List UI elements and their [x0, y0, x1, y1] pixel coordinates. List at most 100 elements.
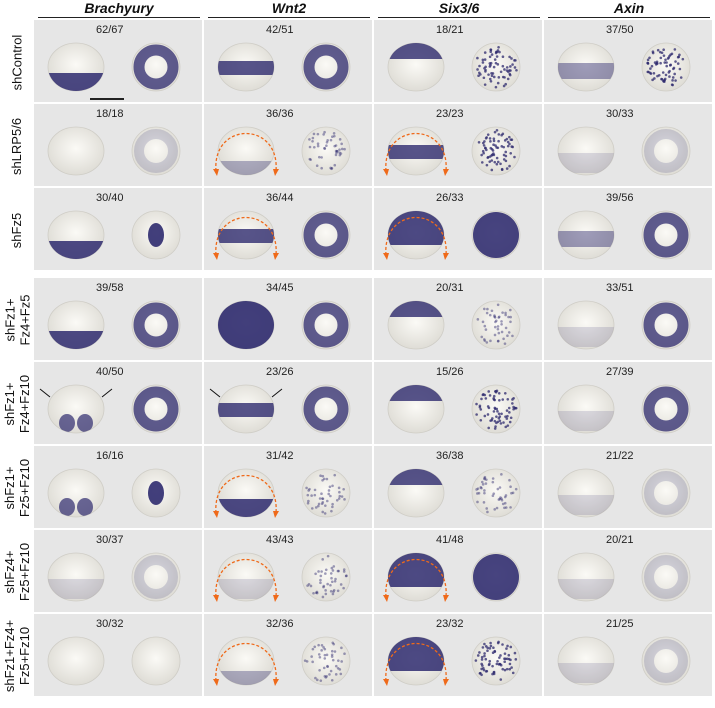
column-header-rule	[208, 17, 370, 18]
vegetal-embryo	[131, 636, 181, 686]
image-cell: 34/45	[204, 278, 372, 360]
lateral-embryo	[557, 300, 615, 350]
lateral-embryo	[387, 468, 445, 518]
column-header-rule	[38, 17, 200, 18]
image-cell: 42/51	[204, 20, 372, 102]
count-label: 26/33	[436, 192, 464, 204]
lateral-embryo	[557, 468, 615, 518]
embryo-images	[213, 636, 351, 686]
count-label: 39/58	[96, 282, 124, 294]
embryo-images	[557, 552, 691, 602]
count-label: 23/23	[436, 108, 464, 120]
column-header-rule	[548, 17, 710, 18]
count-label: 23/32	[436, 618, 464, 630]
embryo-images	[383, 126, 521, 176]
image-cell: 23/26	[204, 362, 372, 444]
lateral-embryo	[557, 126, 615, 176]
image-cell: 27/39	[544, 362, 712, 444]
count-label: 23/26	[266, 366, 294, 378]
embryo-images	[217, 300, 351, 350]
vegetal-embryo	[301, 468, 351, 518]
count-label: 30/32	[96, 618, 124, 630]
orange-arrow-annotation	[213, 133, 279, 176]
vegetal-embryo	[641, 126, 691, 176]
embryo-images	[47, 126, 181, 176]
image-cell: 21/25	[544, 614, 712, 696]
count-label: 34/45	[266, 282, 294, 294]
lateral-embryo	[47, 636, 105, 686]
embryo-images	[383, 552, 521, 602]
count-label: 36/44	[266, 192, 294, 204]
embryo-images	[387, 468, 521, 518]
column-header-label: Brachyury	[84, 0, 154, 16]
lateral-embryo	[47, 210, 105, 260]
image-cell: 32/36	[204, 614, 372, 696]
count-label: 32/36	[266, 618, 294, 630]
embryo-images	[47, 636, 181, 686]
embryo-images	[387, 42, 521, 92]
column-header-label: Axin	[613, 0, 645, 16]
vegetal-embryo	[471, 468, 521, 518]
image-cell: 23/32	[374, 614, 542, 696]
count-label: 27/39	[606, 366, 634, 378]
embryo-images	[213, 468, 351, 518]
vegetal-embryo	[301, 210, 351, 260]
lateral-embryo	[217, 210, 275, 260]
embryo-images	[213, 210, 351, 260]
vegetal-embryo	[471, 636, 521, 686]
count-label: 15/26	[436, 366, 464, 378]
image-cell: 30/33	[544, 104, 712, 186]
lateral-embryo	[217, 468, 275, 518]
lateral-embryo	[557, 42, 615, 92]
vegetal-embryo	[641, 300, 691, 350]
embryo-images	[217, 42, 351, 92]
row-label-5: shFz1+ Fz5+Fz10	[0, 446, 34, 530]
count-label: 30/33	[606, 108, 634, 120]
image-cell: 41/48	[374, 530, 542, 612]
embryo-images	[47, 552, 181, 602]
image-cell: 36/38	[374, 446, 542, 528]
embryo-images	[213, 552, 351, 602]
vegetal-embryo	[131, 384, 181, 434]
count-label: 39/56	[606, 192, 634, 204]
lateral-embryo	[387, 300, 445, 350]
embryo-images	[557, 384, 691, 434]
image-cell: 15/26	[374, 362, 542, 444]
column-header-label: Six3/6	[438, 0, 480, 16]
orange-arrow-annotation	[383, 217, 449, 260]
count-label: 20/31	[436, 282, 464, 294]
embryo-images	[47, 300, 181, 350]
count-label: 30/37	[96, 534, 124, 546]
lateral-embryo	[387, 210, 445, 260]
image-cell: 30/32	[34, 614, 202, 696]
count-label: 16/16	[96, 450, 124, 462]
vegetal-embryo	[471, 210, 521, 260]
image-cell: 62/67	[34, 20, 202, 102]
column-header-1: Wnt2	[204, 0, 374, 18]
embryo-images	[557, 636, 691, 686]
column-header-3: Axin	[544, 0, 714, 18]
lateral-embryo	[557, 552, 615, 602]
count-label: 37/50	[606, 24, 634, 36]
orange-arrow-annotation	[213, 643, 279, 686]
lateral-embryo	[47, 42, 105, 92]
count-label: 62/67	[96, 24, 124, 36]
count-label: 36/36	[266, 108, 294, 120]
count-label: 40/50	[96, 366, 124, 378]
row-label-text: shControl	[9, 34, 25, 90]
group-separator	[34, 270, 715, 278]
column-header-label: Wnt2	[271, 0, 307, 16]
row-label-0: shControl	[0, 20, 34, 104]
black-arrow-annotation	[209, 388, 283, 398]
image-cell: 30/37	[34, 530, 202, 612]
vegetal-embryo	[641, 42, 691, 92]
vegetal-embryo	[131, 468, 181, 518]
lateral-embryo	[217, 552, 275, 602]
black-arrow-annotation	[39, 388, 113, 398]
count-label: 33/51	[606, 282, 634, 294]
image-cell: 39/56	[544, 188, 712, 270]
vegetal-embryo	[301, 126, 351, 176]
image-cell: 26/33	[374, 188, 542, 270]
row-label-text: shFz1+ Fz4+Fz10	[2, 374, 33, 434]
embryo-images	[557, 300, 691, 350]
